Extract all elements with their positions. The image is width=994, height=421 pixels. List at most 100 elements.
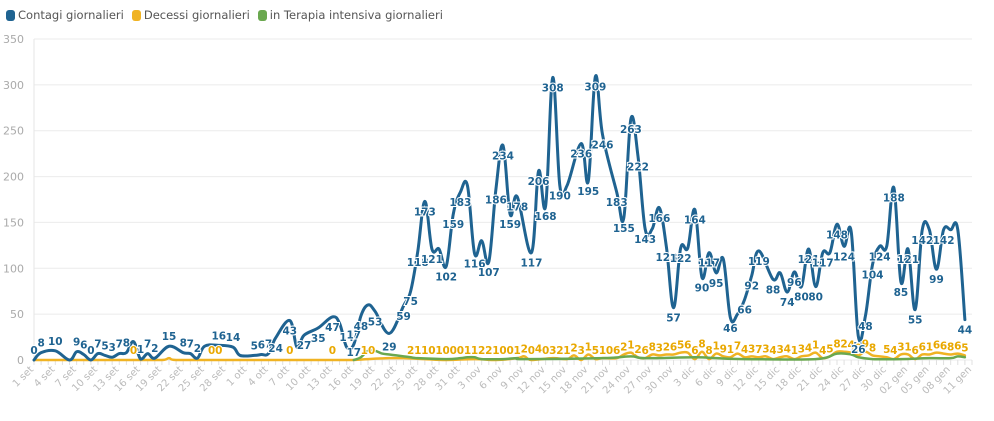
data-label: 8 bbox=[37, 338, 44, 350]
data-label: 142 bbox=[911, 235, 933, 247]
data-label: 92 bbox=[744, 281, 759, 293]
data-label: 53 bbox=[368, 316, 383, 328]
data-label: 0 bbox=[87, 345, 94, 357]
data-label: 121 bbox=[421, 254, 443, 266]
data-label: 1 bbox=[414, 345, 421, 357]
y-tick-label: 150 bbox=[3, 216, 24, 229]
data-label: 173 bbox=[414, 206, 436, 218]
data-label: 121 bbox=[798, 254, 820, 266]
data-label: 7 bbox=[734, 341, 741, 353]
legend-label-contagi: Contagi giornalieri bbox=[18, 8, 124, 22]
data-label: 263 bbox=[620, 124, 642, 136]
series-line-contagi-giornalieri[interactable] bbox=[32, 74, 967, 362]
data-label: 5 bbox=[251, 340, 258, 352]
data-label: 3 bbox=[578, 345, 585, 357]
data-label: 166 bbox=[648, 213, 670, 225]
data-label: 26 bbox=[851, 344, 866, 356]
data-label: 8 bbox=[649, 341, 656, 353]
data-label: 1 bbox=[812, 340, 819, 352]
data-label: 46 bbox=[723, 323, 738, 335]
x-tick-label: 3 nov bbox=[456, 364, 484, 392]
data-label: 48 bbox=[354, 321, 369, 333]
data-label: 124 bbox=[833, 251, 855, 263]
data-label: 121 bbox=[897, 254, 919, 266]
data-label: 206 bbox=[528, 176, 550, 188]
x-tick-label: 1 set bbox=[11, 364, 36, 389]
data-label: 1 bbox=[713, 341, 720, 353]
data-label: 4 bbox=[535, 343, 542, 355]
data-label: 8 bbox=[869, 342, 876, 354]
y-tick-label: 50 bbox=[10, 308, 24, 321]
data-label: 14 bbox=[339, 332, 354, 344]
data-label: 1 bbox=[727, 344, 734, 356]
data-label: 1 bbox=[137, 344, 144, 356]
data-label: 17 bbox=[346, 329, 361, 341]
x-tick-label: 1 ott bbox=[225, 364, 249, 388]
data-label: 85 bbox=[894, 287, 909, 299]
data-label: 6 bbox=[613, 345, 620, 357]
data-label: 0 bbox=[506, 345, 513, 357]
data-label: 0 bbox=[499, 345, 506, 357]
data-label: 10 bbox=[361, 345, 376, 357]
data-label: 2 bbox=[478, 345, 485, 357]
data-label: 2 bbox=[521, 343, 528, 355]
data-label: 3 bbox=[762, 343, 769, 355]
legend-swatch-decessi bbox=[131, 9, 141, 21]
data-label: 95 bbox=[709, 278, 724, 290]
y-tick-label: 300 bbox=[3, 79, 24, 92]
data-label: 188 bbox=[883, 193, 905, 205]
legend-item-decessi[interactable]: Decessi giornalieri bbox=[131, 8, 250, 22]
data-label: 309 bbox=[584, 82, 606, 94]
data-label: 5 bbox=[826, 343, 833, 355]
data-label: 123 bbox=[655, 252, 677, 264]
data-label: 3 bbox=[748, 343, 755, 355]
data-label: 6 bbox=[940, 341, 947, 353]
legend-swatch-terapia-intensiva bbox=[257, 9, 267, 21]
data-label: 124 bbox=[869, 251, 891, 263]
data-label: 118 bbox=[407, 257, 429, 269]
data-label: 8 bbox=[180, 338, 187, 350]
data-label: 4 bbox=[819, 345, 826, 357]
data-label: 1 bbox=[904, 341, 911, 353]
data-label: 102 bbox=[435, 271, 457, 283]
data-label: 3 bbox=[776, 344, 783, 356]
data-label: 26 bbox=[851, 341, 866, 353]
data-label: 7 bbox=[265, 339, 272, 351]
data-label: 14 bbox=[226, 332, 241, 344]
legend-item-terapia-intensiva[interactable]: in Terapia intensiva giornalieri bbox=[257, 8, 443, 22]
data-label: 155 bbox=[613, 223, 635, 235]
data-label: 119 bbox=[748, 256, 770, 268]
data-label: 8 bbox=[123, 338, 130, 350]
data-label: 80 bbox=[808, 292, 823, 304]
data-label: 8 bbox=[705, 345, 712, 357]
data-label: 0 bbox=[528, 345, 535, 357]
legend-swatch-contagi bbox=[6, 9, 15, 21]
data-label: 1 bbox=[471, 345, 478, 357]
data-label: 47 bbox=[325, 322, 340, 334]
data-label: 222 bbox=[627, 161, 649, 173]
data-label: 2 bbox=[634, 344, 641, 356]
data-label: 159 bbox=[442, 219, 464, 231]
data-label: 308 bbox=[542, 83, 564, 95]
grid-lines bbox=[34, 38, 972, 361]
x-tick-label: 31 ott bbox=[434, 364, 463, 393]
data-label: 142 bbox=[933, 235, 955, 247]
data-label: 164 bbox=[684, 215, 706, 227]
series-line-in-terapia-intensiva-giornalieri[interactable] bbox=[352, 348, 967, 362]
data-label: 5 bbox=[961, 342, 968, 354]
data-label: 6 bbox=[933, 340, 940, 352]
data-label: 234 bbox=[492, 150, 514, 162]
data-label: 148 bbox=[826, 229, 848, 241]
data-label: 5 bbox=[883, 344, 890, 356]
data-label: 0 bbox=[606, 345, 613, 357]
data-label: 1 bbox=[464, 345, 471, 357]
data-label: 0 bbox=[442, 345, 449, 357]
data-label: 159 bbox=[499, 219, 521, 231]
legend-item-contagi[interactable]: Contagi giornalieri bbox=[6, 8, 124, 22]
data-label: 3 bbox=[897, 341, 904, 353]
data-label: 1 bbox=[791, 345, 798, 357]
data-label: 186 bbox=[485, 194, 507, 206]
data-label: 7 bbox=[187, 339, 194, 351]
y-tick-label: 250 bbox=[3, 125, 24, 138]
